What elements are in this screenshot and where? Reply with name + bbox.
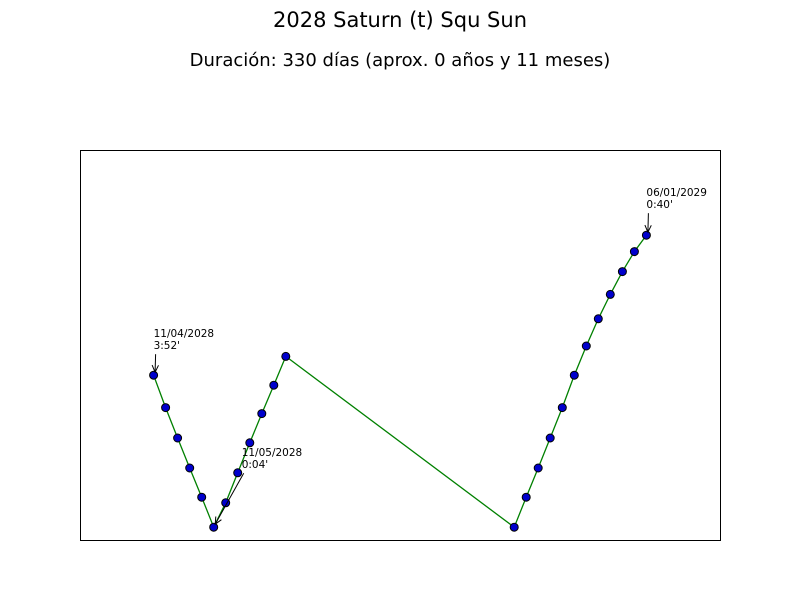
data-point-marker bbox=[257, 409, 267, 419]
series-layer bbox=[152, 234, 647, 529]
data-point-marker bbox=[221, 498, 231, 508]
data-point-marker bbox=[269, 380, 279, 390]
annotation-arrow bbox=[214, 472, 245, 525]
annotation-arrowhead bbox=[644, 224, 652, 234]
data-point-marker bbox=[581, 341, 591, 351]
data-point-marker bbox=[545, 433, 555, 443]
data-point-marker bbox=[245, 438, 255, 448]
chart-subtitle: Duración: 330 días (aprox. 0 años y 11 m… bbox=[189, 50, 611, 71]
data-point-marker bbox=[197, 492, 207, 502]
annotation-date: 11/05/2028 bbox=[242, 447, 303, 459]
data-point-marker bbox=[569, 370, 579, 380]
annotation-date: 06/01/2029 bbox=[646, 187, 707, 199]
data-point-marker bbox=[533, 463, 543, 473]
plot-frame bbox=[80, 150, 721, 541]
data-point-marker bbox=[617, 267, 627, 277]
marker-layer bbox=[149, 230, 651, 532]
data-point-marker bbox=[593, 314, 603, 324]
data-point-marker bbox=[605, 289, 615, 299]
data-point-marker bbox=[149, 370, 159, 380]
data-point-marker bbox=[185, 463, 195, 473]
data-point-marker bbox=[233, 468, 243, 478]
data-point-marker bbox=[281, 351, 291, 361]
data-point-marker bbox=[521, 492, 531, 502]
data-point-marker bbox=[509, 522, 519, 532]
data-point-marker bbox=[557, 403, 567, 413]
data-point-marker bbox=[209, 522, 219, 532]
annotation-date: 11/04/2028 bbox=[154, 328, 215, 340]
series-line bbox=[152, 234, 647, 529]
data-point-marker bbox=[629, 247, 639, 257]
annotation-arrowhead bbox=[214, 516, 222, 526]
data-point-marker bbox=[161, 403, 171, 413]
data-point-marker bbox=[173, 433, 183, 443]
annotation-value: 0:40' bbox=[646, 199, 672, 211]
annotation-value: 3:52' bbox=[154, 340, 180, 352]
annotation-arrowhead bbox=[151, 364, 159, 374]
annotation-arrow bbox=[647, 213, 649, 233]
annotation-arrow bbox=[154, 354, 157, 373]
data-point-marker bbox=[641, 230, 651, 240]
chart-title: 2028 Saturn (t) Squ Sun bbox=[273, 8, 527, 32]
annotation-value: 0:04' bbox=[242, 459, 268, 471]
